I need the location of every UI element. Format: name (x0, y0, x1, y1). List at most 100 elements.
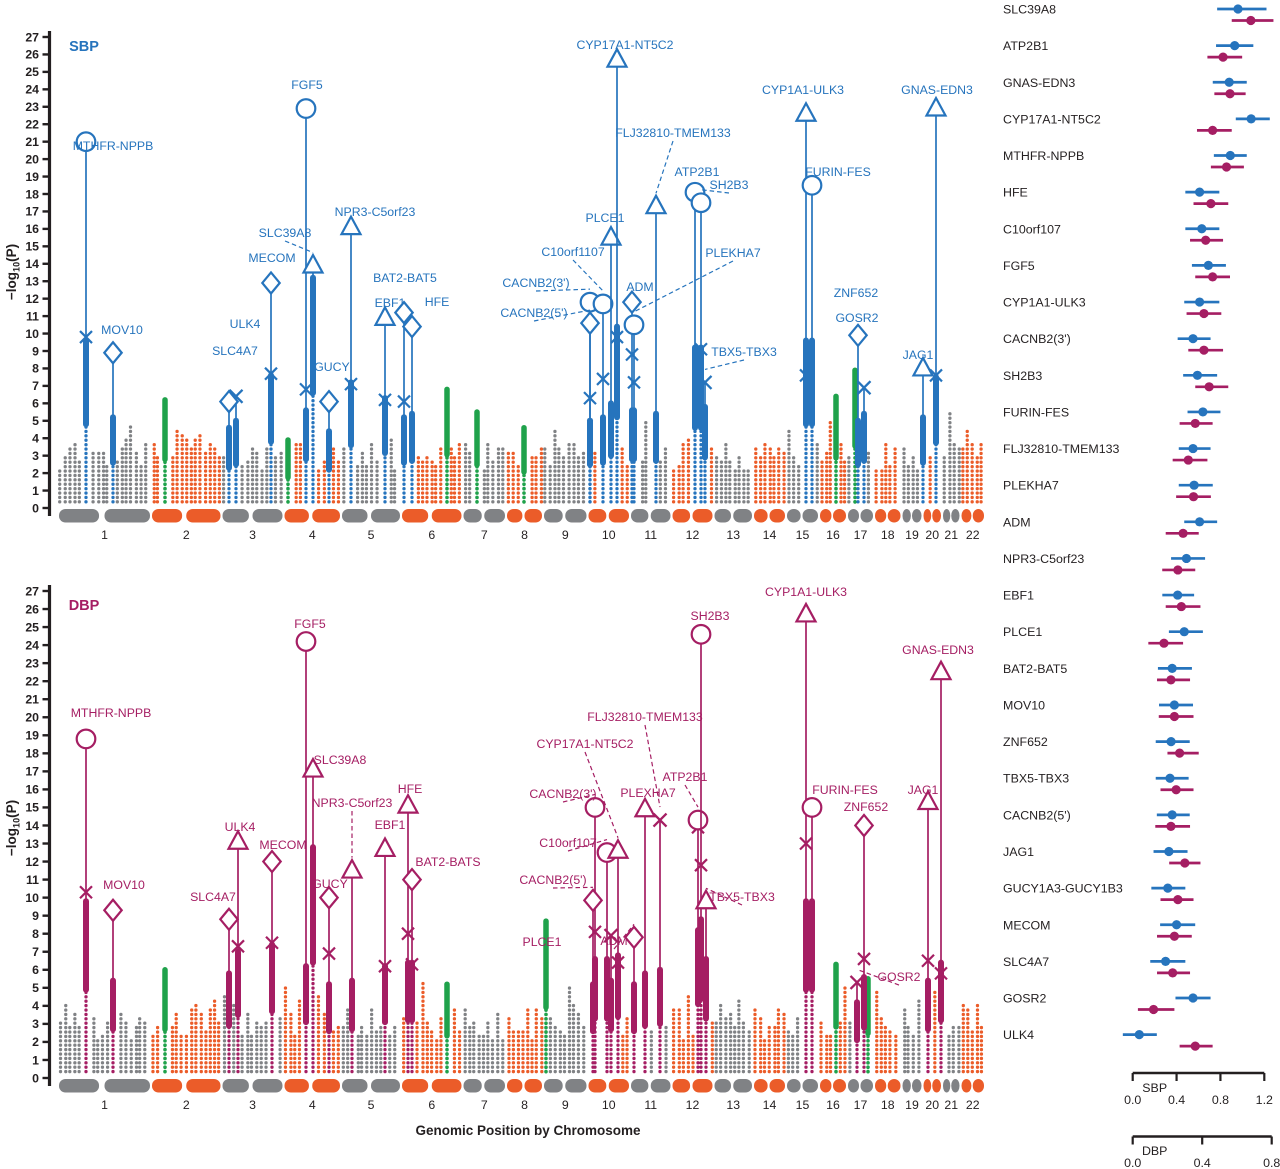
y-axis-title-post: (P) (4, 800, 19, 818)
label-leader-dashed (567, 838, 608, 852)
locus-label: MECOM (259, 838, 306, 852)
chromosome-bar (371, 509, 400, 523)
chromosome-bar (733, 509, 752, 523)
chromosome-bar (484, 1079, 505, 1093)
chromosome-bar (932, 509, 941, 523)
locus-dbp-ADM: ADM (600, 923, 645, 1035)
locus-label: C10orf107 (539, 836, 597, 850)
sbp-estimate-dot (1225, 150, 1235, 161)
chromosome-label: 19 (905, 528, 919, 542)
chromosome-bar (544, 1079, 563, 1093)
manhattan-panel-sbp: 0123456789101112131415161718192021222324… (4, 30, 984, 542)
marker-circle (690, 623, 712, 645)
y-tick-label: 13 (25, 837, 39, 851)
locus-sbp-PLEKHA7: PLEKHA7 (623, 246, 761, 463)
locus-label: GNAS-EDN3 (902, 643, 974, 657)
y-tick-label: 12 (25, 292, 39, 306)
locus-sbp-ZNF652: ZNF652 (834, 286, 878, 464)
locus-sbp-EBF1: EBF1 (373, 296, 406, 457)
locus-dbp-ATP2B1: ATP2B1 (663, 770, 709, 1008)
locus-label: SLC39A8 (314, 753, 367, 767)
locus-label: BAT2-BATS (415, 855, 480, 869)
chromosome-bar (860, 509, 873, 523)
locus-label: TBX5-TBX3 (711, 345, 777, 359)
locus-label: ATP2B1 (663, 770, 708, 784)
dbp-estimate-dot (1178, 528, 1188, 538)
locus-sbp-ULK4: ULK4 (228, 317, 261, 468)
forest-row-PLCE1: PLCE1 (1003, 625, 1203, 648)
marker-diamond (261, 849, 283, 874)
y-tick-label: 4 (32, 432, 39, 446)
locus-label: PLEKHA7 (705, 246, 761, 260)
forest-gene-label: HFE (1003, 186, 1028, 200)
locus-label: CACNB2(5') (500, 306, 567, 320)
locus-label: EBF1 (375, 296, 406, 310)
marker-diamond (218, 389, 240, 414)
y-tick-label: 5 (32, 981, 39, 995)
forest-gene-label: MTHFR-NPPB (1003, 149, 1084, 163)
locus-label: PLCE1 (523, 935, 562, 949)
chromosome-label: 20 (925, 1098, 939, 1112)
marker-x (697, 375, 713, 390)
locus-label: GOSR2 (877, 970, 920, 984)
marker-diamond (318, 885, 340, 910)
stem-x-mark (378, 393, 392, 407)
forest-gene-label: MECOM (1003, 918, 1051, 932)
x-axis-title: Genomic Position by Chromosome (415, 1123, 641, 1138)
y-tick-label: 11 (26, 309, 39, 323)
marker-circle (801, 797, 823, 818)
locus-sbp-HFE: HFE (401, 295, 449, 464)
axis-tick-label: 0.4 (1168, 1093, 1185, 1107)
axis-tick-label: 0.0 (1124, 1156, 1141, 1169)
chromosome-bar (848, 509, 859, 523)
locus-label: SLC4A7 (212, 344, 258, 358)
marker-diamond (853, 813, 875, 838)
forest-row-CYP1A1-ULK3: CYP1A1-ULK3 (1003, 296, 1222, 319)
forest-gene-label: MOV10 (1003, 698, 1045, 712)
chromosome-bar (672, 509, 691, 523)
chromosome-bar (222, 509, 249, 523)
locus-sbp-FURIN-FES: FURIN-FES (801, 165, 871, 428)
locus-label: GUCY (312, 877, 348, 891)
locus-label: EBF1 (375, 818, 406, 832)
chromosome-bar (252, 509, 283, 523)
y-tick-label: 4 (32, 999, 39, 1013)
marker-diamond (102, 340, 124, 365)
forest-row-CYP17A1-NT5C2: CYP17A1-NT5C2 (1003, 112, 1270, 135)
y-tick-label: 18 (25, 187, 39, 201)
label-leader-dashed (684, 784, 699, 808)
stem-x-mark (694, 342, 708, 357)
forest-panel: SLC39A8 ATP2B1 GNAS-EDN3 CYP17A1-NT5C2 MTHFR… (1003, 3, 1280, 1169)
chromosome-bar (402, 1079, 429, 1093)
locus-label: CACNB2(3') (502, 276, 569, 290)
marker-diamond (218, 907, 240, 932)
stem-x-mark (799, 836, 813, 851)
stem-x-mark (611, 955, 625, 970)
sbp-estimate-dot (1189, 480, 1199, 490)
y-tick-label: 15 (25, 801, 39, 815)
forest-row-FGF5: FGF5 (1003, 259, 1230, 282)
locus-label: SLC4A7 (190, 890, 236, 904)
locus-sbp-SH2B3: SH2B3 (690, 178, 749, 431)
chromosome-bar (875, 1079, 887, 1093)
chromosome-label: 5 (368, 1098, 375, 1112)
dbp-estimate-dot (1173, 895, 1183, 905)
forest-gene-label: PLCE1 (1003, 625, 1042, 639)
chromosome-label: 4 (309, 528, 316, 542)
stem-x-mark (79, 330, 93, 344)
forest-gene-label: GUCY1A3-GUCY1B3 (1003, 882, 1123, 896)
chromosome-bar (59, 1079, 100, 1093)
marker-triangle (606, 837, 630, 859)
chromosome-label: 16 (826, 1098, 840, 1112)
chromosome-bar (887, 509, 901, 523)
forest-gene-label: FGF5 (1003, 259, 1035, 273)
marker-circle (592, 293, 614, 315)
chromosome-bar (565, 509, 587, 523)
y-tick-label: 22 (25, 674, 39, 688)
label-leader-dashed (533, 309, 591, 322)
chromosome-bar (631, 509, 649, 523)
y-tick-label: 20 (25, 711, 39, 725)
chromosome-bar (104, 509, 150, 523)
chromosome-bar (650, 509, 671, 523)
marker-x (849, 975, 865, 990)
